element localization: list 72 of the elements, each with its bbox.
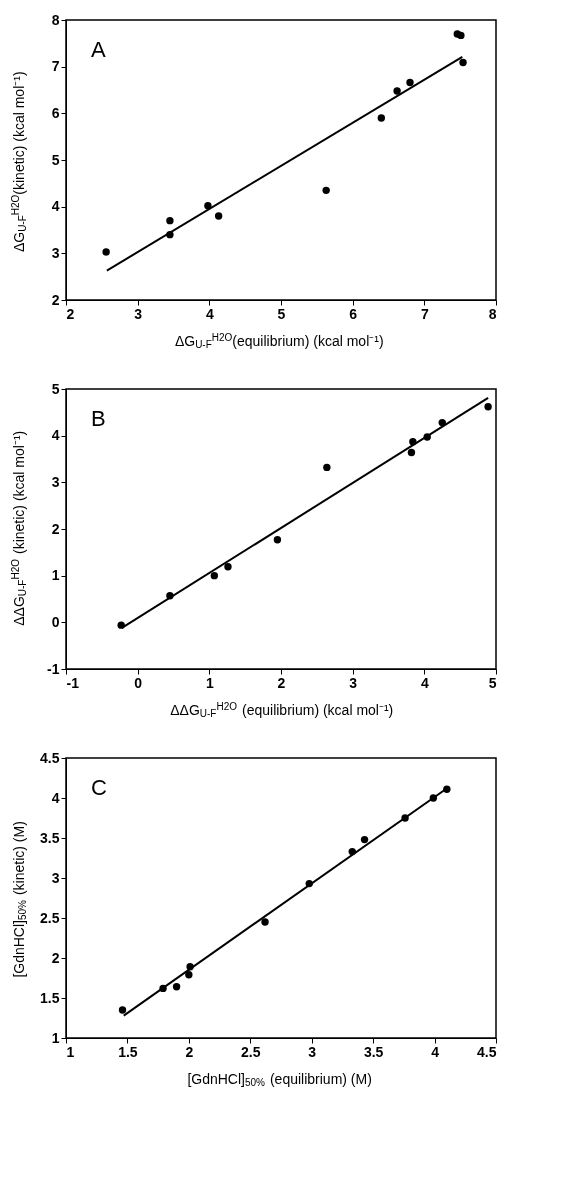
x-tick-label: 1 (205, 674, 214, 691)
y-tick-label: 4.5 (40, 749, 60, 766)
x-tick-label: 3 (134, 305, 143, 322)
x-tick-label: 0 (134, 674, 143, 691)
y-tick-label: 3 (51, 869, 60, 886)
x-tick-label: 3 (349, 674, 358, 691)
x-tick-label: 4 (420, 674, 429, 691)
y-tick-label: 4 (51, 427, 60, 444)
y-tick-label: 5 (51, 151, 60, 168)
y-tick-label: -1 (47, 660, 60, 677)
point (323, 463, 331, 472)
x-tick-label: 4 (431, 1043, 440, 1060)
y-tick-label: 2 (51, 291, 60, 308)
point (102, 248, 110, 256)
point (360, 835, 369, 844)
x-tick-label: 5 (277, 305, 286, 322)
point (406, 78, 414, 87)
point (204, 202, 212, 210)
x-tick-label: 2 (66, 305, 75, 322)
x-tick-label: 5 (488, 674, 497, 691)
point (322, 186, 330, 195)
y-tick-label: 2.5 (40, 909, 60, 926)
x-tick-label: 3 (308, 1043, 317, 1060)
point (261, 918, 269, 926)
y-tick-label: 7 (51, 58, 60, 75)
point (457, 31, 465, 40)
y-axis-title: ΔΔGU-FH2O (kinetic) (kcal mol⁻¹) (10, 430, 28, 626)
y-tick-label: 2 (51, 520, 60, 537)
point (459, 58, 467, 67)
point (185, 971, 193, 979)
point (118, 1006, 127, 1014)
x-tick-label: 1.5 (118, 1043, 138, 1060)
x-tick-label: 4.5 (477, 1043, 497, 1060)
y-tick-label: 0 (51, 613, 60, 630)
y-tick-label: 1 (51, 1029, 60, 1046)
x-tick-label: 3.5 (363, 1043, 384, 1060)
y-axis-title: [GdnHCl]50% (kinetic) (M) (11, 821, 28, 978)
annotation: A (91, 37, 106, 62)
point (484, 403, 492, 411)
y-tick-label: 3.5 (40, 829, 60, 846)
x-tick-label: 6 (349, 305, 358, 322)
x-tick-label: 1 (66, 1043, 75, 1060)
annotation: C (91, 775, 107, 800)
y-tick-label: 4 (51, 789, 60, 806)
point (210, 571, 219, 580)
x-tick-label: 2.5 (241, 1043, 261, 1060)
y-tick-label: 1.5 (40, 989, 60, 1006)
y-axis-title: ΔGU-FH2O(kinetic) (kcal mol⁻¹) (10, 71, 28, 253)
point (407, 448, 416, 457)
point (214, 212, 223, 220)
point (166, 216, 174, 225)
y-tick-label: 4 (51, 198, 60, 215)
point (393, 87, 401, 95)
y-tick-label: 1 (51, 567, 60, 584)
y-tick-label: 3 (51, 244, 60, 261)
y-tick-label: 6 (51, 104, 60, 121)
x-tick-label: 4 (205, 305, 214, 322)
point (172, 983, 181, 991)
x-tick-label: 8 (488, 305, 497, 322)
x-tick-label: 2 (277, 674, 286, 691)
annotation: B (91, 406, 106, 431)
point (377, 114, 386, 122)
y-tick-label: 3 (51, 473, 60, 490)
x-tick-label: 7 (420, 305, 429, 322)
point (273, 536, 282, 544)
point (224, 563, 232, 571)
y-tick-label: 5 (51, 380, 60, 397)
point (443, 785, 451, 793)
x-tick-label: -1 (66, 674, 80, 691)
y-tick-label: 8 (51, 11, 60, 28)
y-tick-label: 2 (51, 949, 60, 966)
x-tick-label: 2 (185, 1043, 194, 1060)
